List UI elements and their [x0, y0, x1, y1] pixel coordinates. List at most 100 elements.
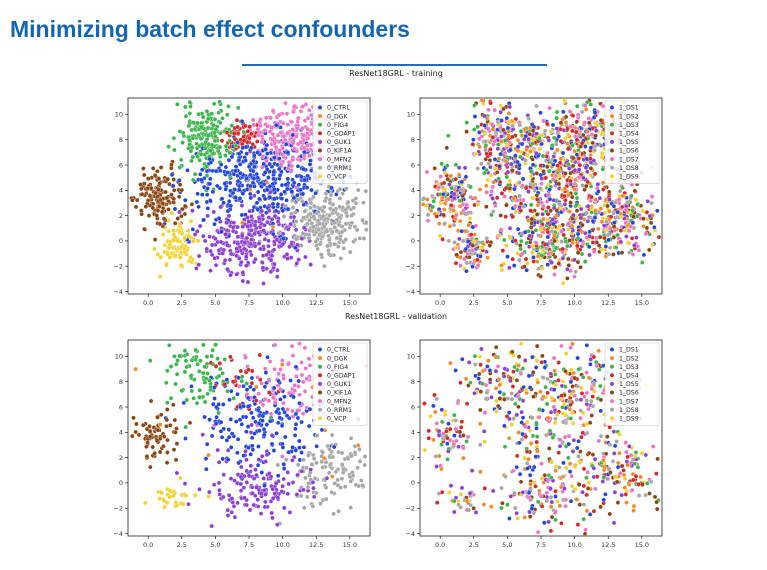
point-1-ds1 [547, 187, 552, 192]
point-1-ds9 [496, 233, 502, 238]
point-0-gdap1 [234, 117, 240, 123]
point-0-ctrl [271, 231, 276, 237]
point-1-ds4 [494, 195, 500, 201]
point-0-ctrl [219, 435, 225, 440]
x-tick-label: 2.5 [469, 299, 479, 307]
point-0-guk1 [268, 474, 274, 479]
point-1-ds2 [586, 375, 592, 381]
point-1-ds4 [579, 140, 585, 146]
point-0-kif1a [158, 165, 164, 170]
x-tick-label: 12.5 [309, 299, 323, 307]
point-0-ctrl [235, 450, 240, 456]
point-1-ds6 [578, 449, 583, 454]
point-0-guk1 [238, 474, 244, 480]
legend-marker [609, 130, 615, 136]
point-1-ds1 [523, 133, 529, 139]
point-1-ds2 [511, 196, 516, 201]
point-1-ds5 [519, 409, 524, 415]
point-0-ctrl [283, 434, 288, 440]
point-1-ds6 [553, 264, 558, 270]
point-1-ds1 [446, 421, 451, 426]
point-0-rrm1 [357, 459, 363, 464]
point-0-fig4 [165, 400, 170, 405]
point-1-ds4 [577, 162, 583, 168]
point-0-rrm1 [327, 200, 333, 206]
legend: 1_DS11_DS21_DS31_DS41_DS51_DS61_DS71_DS8… [604, 100, 660, 184]
point-1-ds8 [532, 188, 537, 193]
legend-marker [609, 173, 615, 179]
point-1-ds2 [480, 368, 486, 374]
point-1-ds6 [594, 240, 600, 245]
point-0-rrm1 [301, 457, 306, 463]
point-0-mfn2 [285, 122, 291, 127]
point-1-ds5 [557, 443, 563, 449]
point-1-ds5 [534, 151, 539, 156]
point-0-kif1a [143, 204, 149, 209]
point-1-ds2 [515, 148, 521, 154]
point-1-ds3 [566, 161, 571, 167]
point-0-fig4 [205, 125, 211, 131]
point-1-ds8 [478, 442, 483, 448]
point-1-ds2 [477, 144, 482, 150]
point-0-fig4 [211, 101, 217, 107]
point-1-ds9 [523, 387, 529, 392]
point-1-ds7 [630, 252, 636, 257]
point-0-guk1 [207, 489, 212, 495]
legend-marker [317, 105, 323, 110]
point-1-ds7 [585, 469, 590, 475]
point-0-rrm1 [327, 446, 332, 452]
point-0-guk1 [256, 457, 262, 462]
point-0-ctrl [229, 431, 235, 436]
point-1-ds8 [451, 222, 457, 228]
point-1-ds2 [638, 474, 643, 480]
point-1-ds1 [517, 440, 522, 446]
point-0-rrm1 [326, 470, 332, 476]
point-0-fig4 [198, 152, 204, 157]
point-1-ds8 [512, 490, 517, 496]
point-1-ds9 [482, 131, 487, 137]
point-0-guk1 [218, 204, 223, 210]
point-0-kif1a [144, 444, 149, 449]
point-1-ds7 [586, 116, 591, 121]
point-0-kif1a [148, 464, 153, 470]
point-1-ds1 [445, 441, 450, 446]
point-1-ds5 [611, 520, 617, 526]
point-0-rrm1 [363, 220, 369, 225]
point-1-ds1 [596, 189, 601, 194]
point-1-ds9 [453, 245, 459, 251]
point-1-ds5 [585, 169, 590, 175]
point-1-ds1 [520, 415, 526, 420]
point-0-rrm1 [314, 433, 320, 438]
point-0-mfn2 [292, 383, 297, 388]
point-1-ds5 [565, 267, 570, 272]
point-0-fig4 [205, 391, 210, 397]
point-1-ds3 [565, 243, 570, 249]
point-0-rrm1 [305, 221, 310, 226]
point-0-mfn2 [298, 139, 303, 145]
point-1-ds7 [489, 189, 494, 194]
point-0-rrm1 [328, 462, 333, 467]
point-0-rrm1 [351, 239, 356, 244]
point-1-ds7 [520, 183, 525, 188]
point-1-ds4 [556, 450, 561, 455]
point-0-guk1 [197, 223, 203, 229]
point-0-vcp [185, 228, 191, 233]
point-0-ctrl [226, 434, 232, 440]
point-0-guk1 [264, 252, 269, 258]
point-1-ds3 [502, 237, 507, 243]
point-1-ds4 [570, 128, 575, 134]
point-0-ctrl [309, 187, 314, 193]
point-0-ctrl [290, 445, 295, 450]
point-1-ds5 [624, 459, 630, 464]
point-0-kif1a [148, 398, 154, 404]
point-1-ds9 [599, 154, 605, 160]
point-1-ds1 [497, 389, 503, 395]
point-1-ds2 [535, 254, 541, 259]
point-1-ds3 [534, 434, 540, 439]
point-1-ds9 [530, 249, 535, 255]
point-1-ds7 [539, 461, 544, 466]
point-0-fig4 [216, 373, 222, 379]
point-1-ds8 [592, 147, 598, 153]
point-1-ds4 [636, 482, 641, 487]
point-1-ds1 [504, 115, 510, 121]
